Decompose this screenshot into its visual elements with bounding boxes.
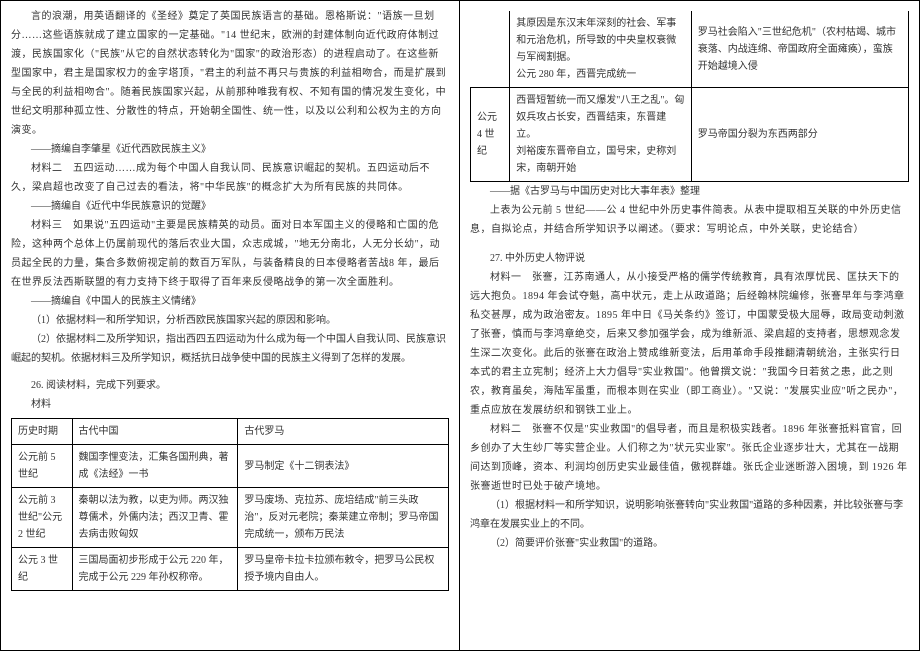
- table-header: 古代罗马: [238, 419, 449, 445]
- source-1: ——摘编自李肇星《近代西欧民族主义》: [11, 140, 449, 159]
- material-r2: 材料二 张謇不仅是"实业救国"的倡导者，而且是积极实践者。1896 年张謇抵料官…: [470, 420, 909, 496]
- table-cell: 公元前 3 世纪"公元 2 世纪: [12, 488, 73, 548]
- table-cell: 罗马制定《十二铜表法》: [238, 445, 449, 488]
- table-cell: 公元前 5 世纪: [12, 445, 73, 488]
- right-column: 其原因是东汉末年深刻的社会、军事和元治危机，所导致的中央皇权衰微与军阀割据。 公…: [460, 1, 919, 650]
- material-2: 材料二 五四运动……成为每个中国人自我认同、民族意识崛起的契机。五四运动后不久，…: [11, 159, 449, 197]
- table-header: 古代中国: [72, 419, 238, 445]
- source-4: ——据《古罗马与中国历史对比大事年表》整理: [470, 182, 909, 201]
- paragraph-intro: 言的浪潮，用英语翻译的《圣经》奠定了英国民族语言的基础。恩格斯说："语族一旦划分…: [11, 7, 449, 140]
- material-r1: 材料一 张謇，江苏南通人，从小接受严格的儒学传统教育，具有浓厚忧民、匡扶天下的远…: [470, 268, 909, 420]
- table-cell: 魏国李悝变法，汇集各国刑典，著成《法经》一书: [72, 445, 238, 488]
- history-table-right: 其原因是东汉末年深刻的社会、军事和元治危机，所导致的中央皇权衰微与军阀割据。 公…: [470, 11, 909, 182]
- table-cell: 罗马帝国分裂为东西两部分: [691, 88, 908, 182]
- left-column: 言的浪潮，用英语翻译的《圣经》奠定了英国民族语言的基础。恩格斯说："语族一旦划分…: [1, 1, 460, 650]
- source-2: ——摘编自《近代中华民族意识的觉醒》: [11, 197, 449, 216]
- table-row: 公元 4 世纪 西晋短暂统一而又爆发"八王之乱"。匈奴兵攻占长安，西晋结束，东晋…: [471, 88, 909, 182]
- table-cell: 罗马皇帝卡拉卡拉颁布敕令，把罗马公民权授予境内自由人。: [238, 548, 449, 591]
- cell-line2: 2 世纪: [18, 529, 46, 540]
- material-3: 材料三 如果说"五四运动"主要是民族精英的动员。面对日本军国主义的侵略和亡国的危…: [11, 216, 449, 292]
- table-cell: 公元 4 世纪: [471, 88, 510, 182]
- table-cell: 罗马废场、克拉苏、庞培结成"前三头政治"，反对元老院；秦莱建立帝制；罗马帝国完成…: [238, 488, 449, 548]
- table-row: 公元 3 世纪 三国局面初步形成于公元 220 年，完成于公元 229 年孙权称…: [12, 548, 449, 591]
- question-1: （1）依据材料一和所学知识，分析西欧民族国家兴起的原因和影响。: [11, 311, 449, 330]
- history-table-left: 历史时期 古代中国 古代罗马 公元前 5 世纪 魏国李悝变法，汇集各国刑典，著成…: [11, 418, 449, 591]
- question-26: 26. 阅读材料，完成下列要求。: [11, 376, 449, 395]
- table-cell: 罗马社会陷入"三世纪危机"（农村枯竭、城市衰落、内战连绵、帝国政府全面瘫痪），蛮…: [691, 11, 908, 88]
- table-row: 公元前 5 世纪 魏国李悝变法，汇集各国刑典，著成《法经》一书 罗马制定《十二铜…: [12, 445, 449, 488]
- question-r2: （2）简要评价张謇"实业救国"的道路。: [470, 534, 909, 553]
- table-row: 历史时期 古代中国 古代罗马: [12, 419, 449, 445]
- question-r1: （1）根据材料一和所学知识，说明影响张謇转向"实业救国"道路的多种因素，并比较张…: [470, 496, 909, 534]
- source-3: ——摘编自《中国人的民族主义情绪》: [11, 292, 449, 311]
- material-label: 材料: [11, 395, 449, 414]
- table-row: 其原因是东汉末年深刻的社会、军事和元治危机，所导致的中央皇权衰微与军阀割据。 公…: [471, 11, 909, 88]
- table-cell: 其原因是东汉末年深刻的社会、军事和元治危机，所导致的中央皇权衰微与军阀割据。 公…: [510, 11, 692, 88]
- table-cell-empty: [471, 11, 510, 88]
- paragraph-table-desc: 上表为公元前 5 世纪——公 4 世纪中外历史事件简表。从表中提取相互关联的中外…: [470, 201, 909, 239]
- table-cell: 公元 3 世纪: [12, 548, 73, 591]
- table-row: 公元前 3 世纪"公元 2 世纪 秦朝以法为教，以吏为师。两汉独尊儒术，外儒内法…: [12, 488, 449, 548]
- table-header: 历史时期: [12, 419, 73, 445]
- question-2: （2）依据材料二及所学知识，指出西四五四运动为什么成为每一个中国人自我认同、民族…: [11, 330, 449, 368]
- question-27: 27. 中外历史人物评说: [470, 249, 909, 268]
- cell-line1: 公元前 3 世纪"公元: [18, 495, 62, 523]
- document-page: 言的浪潮，用英语翻译的《圣经》奠定了英国民族语言的基础。恩格斯说："语族一旦划分…: [0, 0, 920, 651]
- table-cell: 西晋短暂统一而又爆发"八王之乱"。匈奴兵攻占长安，西晋结束，东晋建立。 刘裕废东…: [510, 88, 692, 182]
- table-cell: 秦朝以法为教，以吏为师。两汉独尊儒术，外儒内法；西汉卫青、霍去病击败匈奴: [72, 488, 238, 548]
- table-cell: 三国局面初步形成于公元 220 年，完成于公元 229 年孙权称帝。: [72, 548, 238, 591]
